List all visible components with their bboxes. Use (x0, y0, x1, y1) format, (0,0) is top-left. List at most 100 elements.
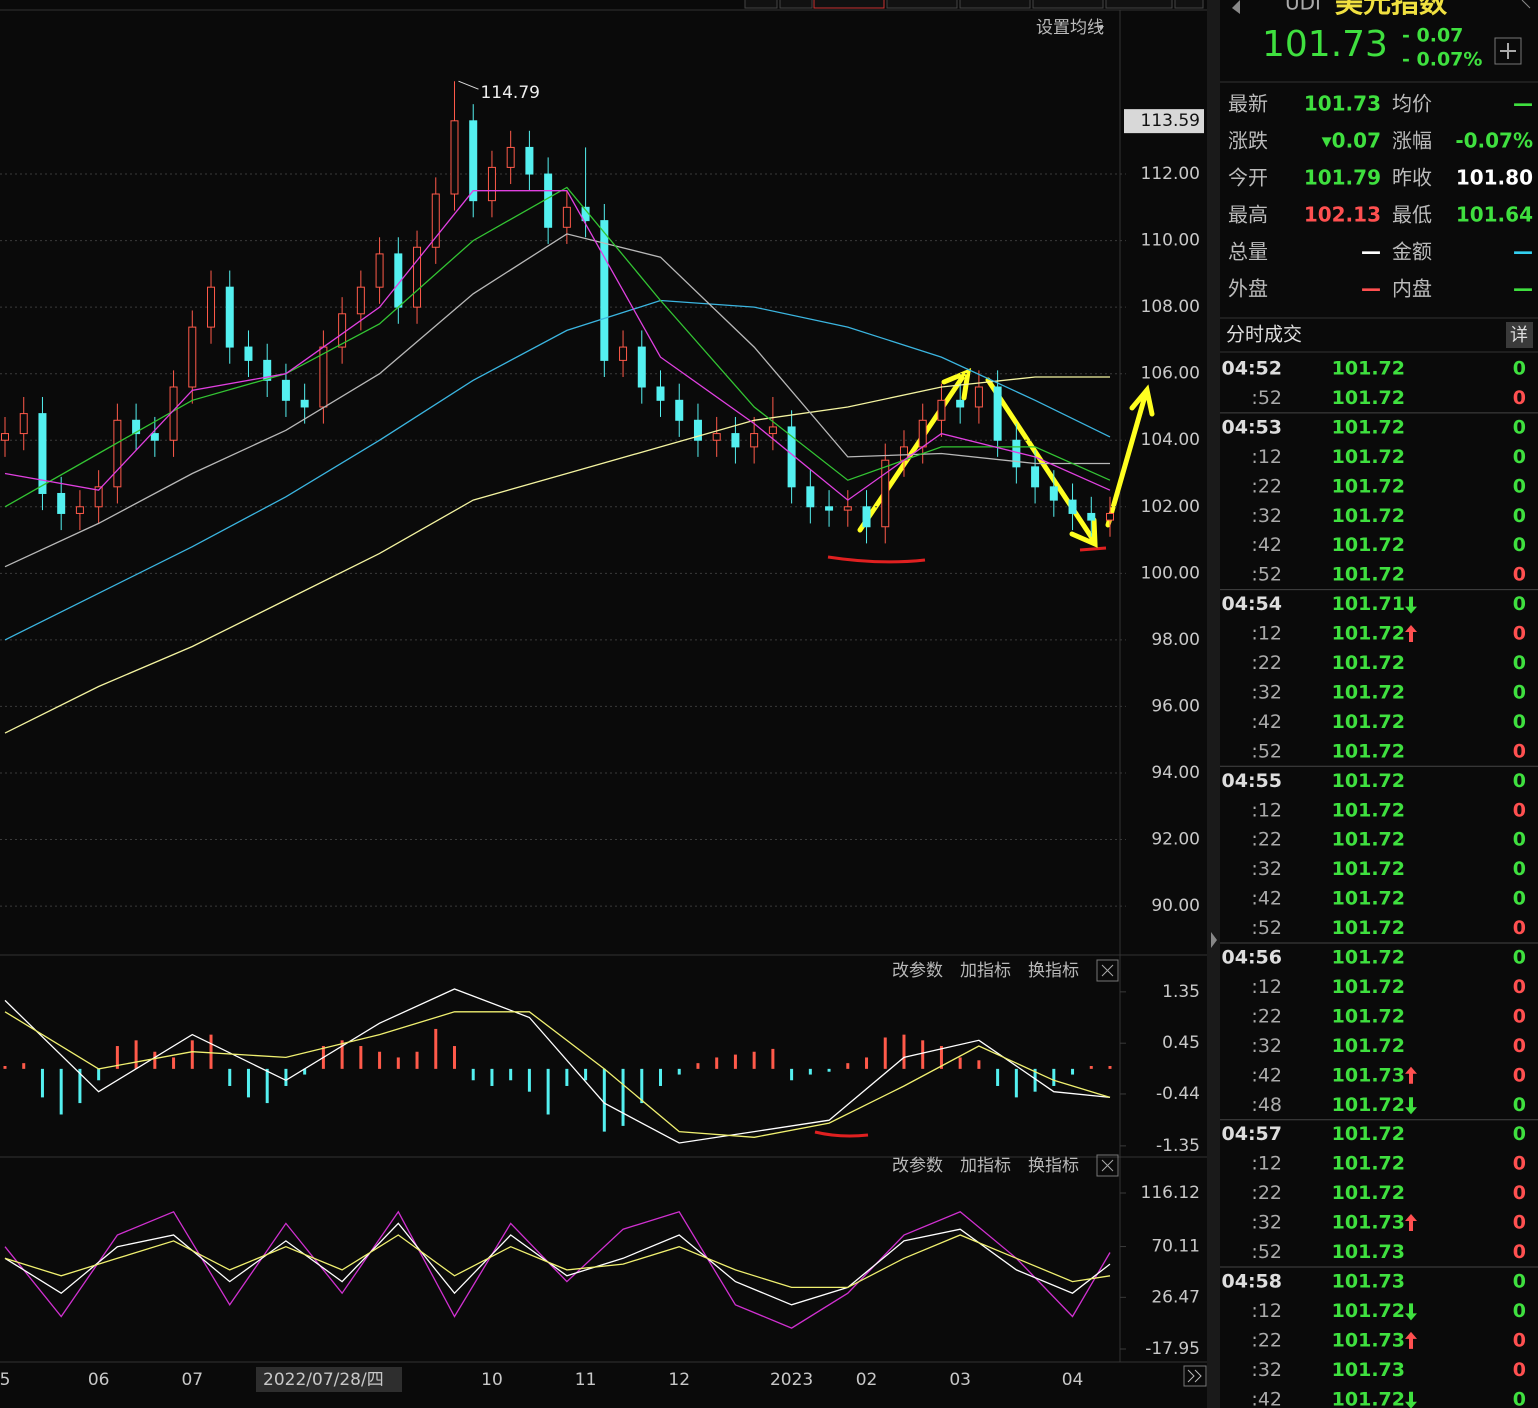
y-tick-label: 98.00 (1151, 630, 1200, 650)
x-tick-label: 11 (575, 1370, 597, 1390)
trade-time: :52 (1251, 1241, 1282, 1263)
trade-time: :32 (1251, 1359, 1282, 1381)
candle-body (57, 492, 66, 514)
macd-bar (752, 1051, 756, 1069)
trade-volume: 0 (1513, 976, 1526, 998)
scroll-icon (1187, 1369, 1202, 1383)
indicator-tool[interactable]: 换指标 (1028, 961, 1079, 981)
trade-price: 101.72 (1332, 387, 1405, 409)
macd-bar (546, 1068, 550, 1115)
indicator-tool[interactable]: 换指标 (1028, 1156, 1079, 1176)
quote-label: 昨收 (1392, 166, 1432, 190)
trade-time: :42 (1251, 1064, 1282, 1086)
detail-button[interactable] (1506, 322, 1533, 348)
change-pct: - 0.07% (1402, 49, 1482, 71)
indicator-tool[interactable]: 加指标 (960, 1156, 1011, 1176)
tab[interactable] (1174, 0, 1204, 9)
candle-body (675, 399, 684, 421)
macd-bar (902, 1034, 906, 1069)
trade-volume: 0 (1513, 505, 1526, 527)
tab[interactable] (744, 0, 778, 9)
nav-arrow[interactable] (1232, 0, 1240, 14)
indicator-tool[interactable]: 改参数 (892, 1156, 943, 1176)
candle-body (413, 246, 422, 308)
y-tick-label: -17.95 (1145, 1339, 1200, 1359)
add-button[interactable] (1494, 37, 1522, 65)
trade-volume: 0 (1513, 829, 1526, 851)
quote-label: 最新 (1228, 92, 1268, 116)
trade-volume: 0 (1513, 564, 1526, 586)
close-button[interactable] (1096, 1154, 1119, 1177)
macd-bar (865, 1057, 869, 1069)
candle-body (506, 146, 515, 168)
red-underline (814, 1130, 869, 1138)
candle-body (956, 399, 965, 408)
tab[interactable] (1032, 0, 1104, 9)
ma-setting[interactable]: 设置均线 (1036, 18, 1104, 38)
trade-price: 101.73 (1332, 1270, 1405, 1292)
candle-body (281, 379, 290, 401)
trade-price: 101.72 (1332, 1153, 1405, 1175)
macd-bar (733, 1054, 737, 1069)
y-tick-label: 102.00 (1141, 497, 1200, 517)
macd-bar (565, 1068, 569, 1086)
y-tick-label: 92.00 (1151, 830, 1200, 850)
macd-bar (659, 1068, 663, 1086)
trade-volume: 0 (1513, 1270, 1526, 1292)
y-tick-label: 96.00 (1151, 696, 1200, 716)
trade-volume: 0 (1513, 1212, 1526, 1234)
y-tick-label: 1.35 (1162, 982, 1200, 1002)
trade-price: 101.72 (1332, 652, 1405, 674)
tab[interactable] (959, 0, 1031, 9)
trade-time: :42 (1251, 1388, 1282, 1408)
close-icon (1101, 964, 1114, 977)
trade-price: 101.72 (1332, 858, 1405, 880)
candle-body (768, 426, 777, 435)
splitter[interactable] (1207, 0, 1220, 1408)
tab[interactable] (813, 0, 885, 9)
trade-volume: 0 (1513, 770, 1526, 792)
candle-body (862, 506, 871, 528)
trade-volume: 0 (1513, 740, 1526, 762)
quote-value: 101.73 (1304, 92, 1381, 116)
candle-body (843, 506, 852, 511)
candle-body (188, 326, 197, 388)
tab[interactable] (779, 0, 813, 9)
trade-volume: 0 (1513, 947, 1526, 969)
indicator-line (4, 190, 1111, 501)
tab[interactable] (1105, 0, 1173, 9)
macd-bar (115, 1046, 119, 1069)
trade-volume: 0 (1513, 1182, 1526, 1204)
trade-time: :12 (1251, 976, 1282, 998)
macd-bar (602, 1068, 606, 1132)
trade-volume: 0 (1513, 799, 1526, 821)
scroll-button[interactable] (1183, 1365, 1207, 1387)
macd-bar (3, 1066, 7, 1069)
tab[interactable] (886, 0, 958, 9)
candle-body (319, 346, 328, 408)
close-button[interactable] (1096, 959, 1119, 982)
trade-time: :12 (1251, 799, 1282, 821)
y-tick-label: 100.00 (1141, 563, 1200, 583)
candle-body (656, 386, 665, 401)
y-tick-label: 116.12 (1141, 1183, 1200, 1203)
trade-price: 101.72 (1332, 1123, 1405, 1145)
candle-body (450, 120, 459, 195)
trade-time: :22 (1251, 1329, 1282, 1351)
quote-label: 均价 (1392, 92, 1432, 116)
splitter-arrow[interactable] (1211, 932, 1217, 948)
macd-bar (452, 1046, 456, 1069)
indicator-tool[interactable]: 改参数 (892, 961, 943, 981)
macd-bar (1033, 1068, 1037, 1092)
detail-label[interactable]: 详 (1510, 325, 1528, 346)
trade-price: 101.72 (1332, 1182, 1405, 1204)
candle-body (881, 459, 890, 528)
last-price: 101.73 (1262, 24, 1388, 65)
nav-arrow[interactable] (1521, 0, 1531, 9)
macd-bar (996, 1068, 1000, 1086)
indicator-tool[interactable]: 加指标 (960, 961, 1011, 981)
x-tick-label: 06 (88, 1370, 110, 1390)
